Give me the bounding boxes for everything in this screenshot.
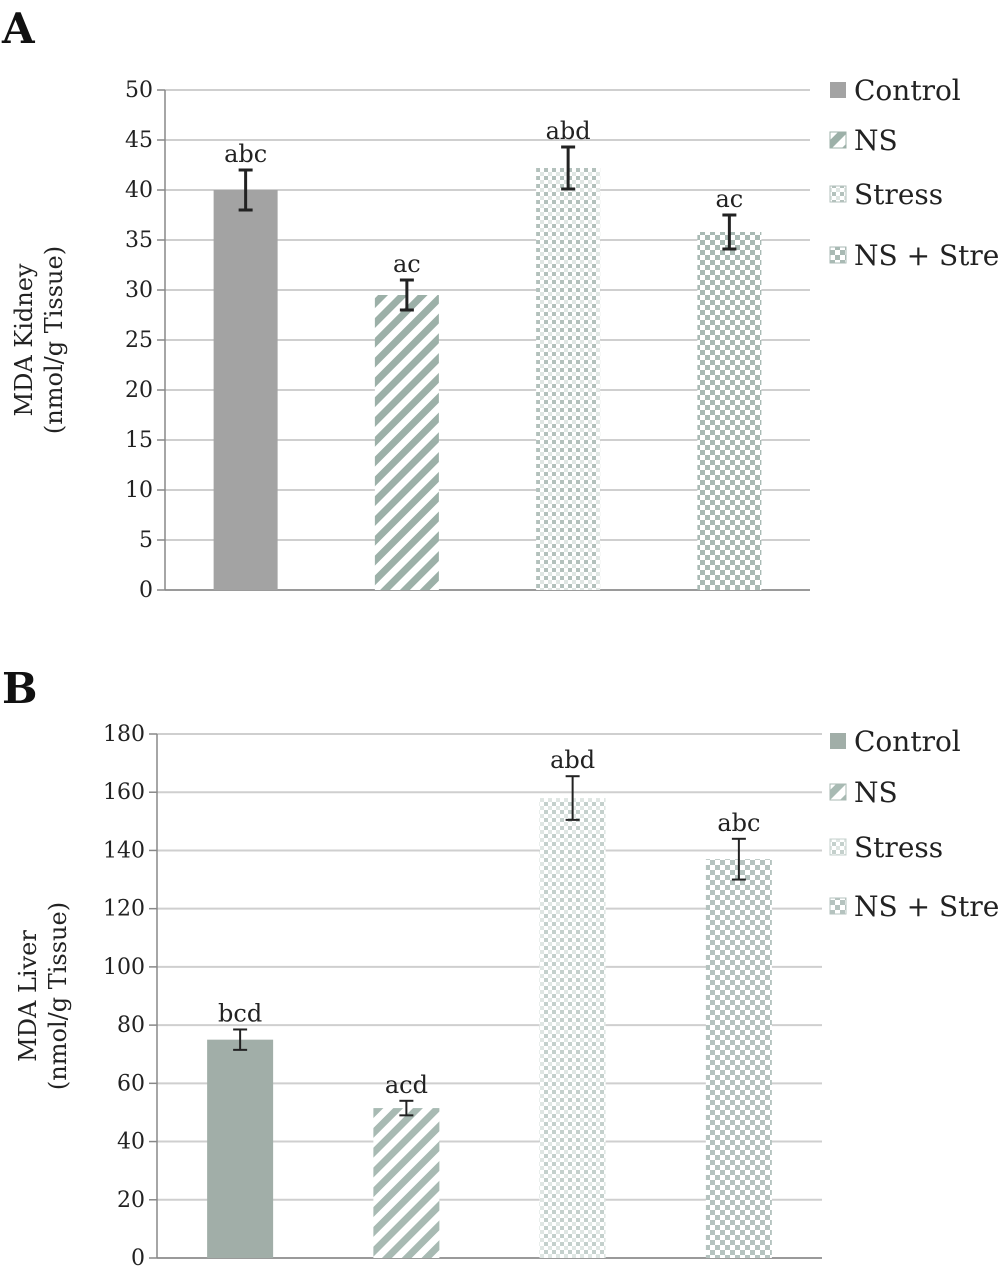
y-tick-label: 50 <box>125 78 153 103</box>
y-tick-label: 60 <box>117 1071 145 1096</box>
panel-letter-a: A <box>2 4 35 53</box>
bar-significance-label: abd <box>546 117 591 145</box>
y-tick-label: 5 <box>139 528 153 553</box>
legend-swatch <box>829 838 847 856</box>
y-tick-label: 0 <box>139 578 153 603</box>
y-axis-label: MDA Liver (nmol/g Tissue) <box>14 902 72 1090</box>
legend-swatch <box>829 897 847 915</box>
bar-stress <box>539 798 606 1258</box>
y-tick-label: 15 <box>125 428 153 453</box>
y-tick-label: 20 <box>125 378 153 403</box>
y-axis-label-line: MDA Liver <box>14 930 42 1062</box>
bar-significance-label: abc <box>717 809 760 837</box>
legend-label: Control <box>854 74 961 107</box>
legend-label: NS + Stress <box>854 239 1000 272</box>
y-tick-label: 80 <box>117 1013 145 1038</box>
bar-ns <box>374 295 439 590</box>
bar-stress <box>536 168 601 590</box>
y-axis-label: MDA Kidney (nmol/g Tissue) <box>10 246 68 434</box>
y-tick-label: 180 <box>103 722 145 747</box>
legend-swatch <box>829 783 847 801</box>
bar-significance-label: abd <box>550 746 595 774</box>
bar-significance-label: bcd <box>218 999 262 1027</box>
chart-panel-b: B 0 20 40 60 80 100 120 140 160 180 MDA Liver (nmol… <box>0 650 1000 1273</box>
y-axis-label-line: (nmol/g Tissue) <box>40 246 68 434</box>
y-tick-label: 25 <box>125 328 153 353</box>
y-tick-label: 0 <box>131 1246 145 1271</box>
bar-significance-label: abc <box>224 140 267 168</box>
y-tick-label: 40 <box>117 1130 145 1155</box>
y-tick-label: 120 <box>103 897 145 922</box>
y-tick-label: 35 <box>125 228 153 253</box>
bar-control <box>213 190 278 590</box>
legend-swatch <box>830 82 846 98</box>
legend-swatch <box>829 185 847 203</box>
legend-label: Stress <box>854 178 943 211</box>
chart-b-svg: 0 20 40 60 80 100 120 140 160 180 MDA Liver (nmol/g… <box>14 722 1000 1271</box>
bar-ns-stress <box>705 859 772 1258</box>
y-tick-label: 10 <box>125 478 153 503</box>
y-axis-label-line: MDA Kidney <box>10 263 38 416</box>
chart-a-svg: 0 5 10 15 20 25 30 35 40 45 50 MDA Kidney (nmol/g Ti… <box>10 74 1000 603</box>
legend-swatch <box>829 246 847 264</box>
legend-label: NS <box>854 124 898 157</box>
y-tick-label: 160 <box>103 780 145 805</box>
y-axis-label-line: (nmol/g Tissue) <box>44 902 72 1090</box>
y-tick-label: 20 <box>117 1188 145 1213</box>
y-tick-label: 30 <box>125 278 153 303</box>
y-tick-label: 100 <box>103 955 145 980</box>
legend-swatch <box>830 733 846 749</box>
bar-significance-label: ac <box>716 185 744 213</box>
legend-swatch <box>829 131 847 149</box>
chart-panel-a: A 0 5 10 15 20 25 30 35 40 45 50 MDA Kidney (nmol/g … <box>0 0 1000 630</box>
bar-control <box>207 1039 274 1258</box>
legend-label: Stress <box>854 831 943 864</box>
bar-ns <box>373 1108 440 1258</box>
panel-letter-b: B <box>2 664 38 713</box>
legend-label: NS <box>854 776 898 809</box>
bar-ns-stress <box>697 232 762 590</box>
legend-label: NS + Stress <box>854 890 1000 923</box>
legend-label: Control <box>854 725 961 758</box>
y-tick-label: 40 <box>125 178 153 203</box>
bar-significance-label: ac <box>393 250 421 278</box>
y-tick-label: 140 <box>103 838 145 863</box>
bar-significance-label: acd <box>385 1071 428 1099</box>
y-tick-label: 45 <box>125 128 153 153</box>
